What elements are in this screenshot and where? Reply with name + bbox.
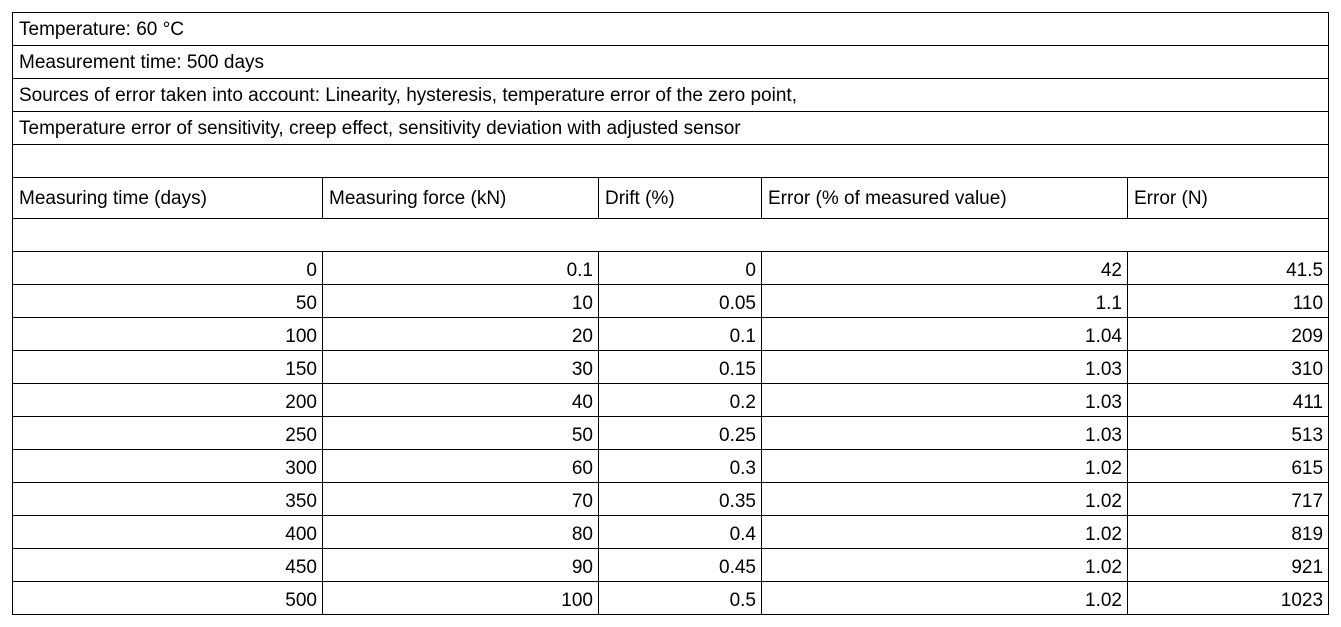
cell-measuring-force: 60 (322, 449, 599, 483)
cell-error-percent: 1.03 (761, 383, 1128, 417)
cell-error-newton: 209 (1126, 317, 1330, 351)
table-row: 450 90 0.45 1.02 921 (12, 548, 1330, 582)
table-row: 50 10 0.05 1.1 110 (12, 284, 1330, 318)
cell-error-newton: 615 (1126, 449, 1330, 483)
error-sources-row-1: Sources of error taken into account: Lin… (11, 78, 1330, 112)
cell-measuring-time: 200 (12, 383, 323, 417)
cell-error-percent: 1.03 (761, 350, 1128, 384)
temperature-row: Temperature: 60 °C (11, 12, 1330, 46)
cell-measuring-time: 300 (12, 449, 323, 483)
cell-error-newton: 513 (1126, 416, 1330, 450)
cell-error-newton: 41.5 (1126, 251, 1330, 285)
cell-measuring-force: 80 (322, 515, 599, 549)
cell-measuring-force: 90 (322, 548, 599, 582)
cell-error-newton: 110 (1126, 284, 1330, 318)
cell-error-percent: 42 (761, 251, 1128, 285)
measurement-time-cell: Measurement time: 500 days (11, 45, 1330, 79)
error-sources-row-2: Temperature error of sensitivity, creep … (11, 111, 1330, 145)
cell-measuring-force: 10 (322, 284, 599, 318)
cell-drift: 0.2 (598, 383, 762, 417)
cell-error-percent: 1.1 (761, 284, 1128, 318)
cell-measuring-time: 450 (12, 548, 323, 582)
table-row: 0 0.1 0 42 41.5 (12, 251, 1330, 285)
cell-error-percent: 1.02 (761, 581, 1128, 615)
cell-measuring-force: 70 (322, 482, 599, 516)
header-measuring-force: Measuring force (kN) (322, 177, 599, 219)
table-row: 100 20 0.1 1.04 209 (12, 317, 1330, 351)
cell-drift: 0.15 (598, 350, 762, 384)
cell-measuring-time: 50 (12, 284, 323, 318)
header-drift: Drift (%) (598, 177, 762, 219)
cell-drift: 0.35 (598, 482, 762, 516)
cell-drift: 0.5 (598, 581, 762, 615)
cell-drift: 0.1 (598, 317, 762, 351)
cell-drift: 0.05 (598, 284, 762, 318)
table-row: 350 70 0.35 1.02 717 (12, 482, 1330, 516)
header-measuring-time: Measuring time (days) (12, 177, 323, 219)
cell-drift: 0.45 (598, 548, 762, 582)
cell-error-percent: 1.02 (761, 449, 1128, 483)
table-row: 250 50 0.25 1.03 513 (12, 416, 1330, 450)
cell-measuring-time: 100 (12, 317, 323, 351)
cell-error-percent: 1.03 (761, 416, 1128, 450)
cell-measuring-force: 40 (322, 383, 599, 417)
cell-measuring-time: 500 (12, 581, 323, 615)
cell-error-newton: 921 (1126, 548, 1330, 582)
header-error-percent: Error (% of measured value) (761, 177, 1128, 219)
spacer-row (11, 218, 1330, 252)
cell-error-percent: 1.02 (761, 482, 1128, 516)
header-row: Measuring time (days) Measuring force (k… (12, 177, 1330, 219)
cell-measuring-time: 0 (12, 251, 323, 285)
cell-error-newton: 411 (1126, 383, 1330, 417)
cell-error-percent: 1.02 (761, 515, 1128, 549)
cell-measuring-force: 0.1 (322, 251, 599, 285)
measurement-table: Temperature: 60 °C Measurement time: 500… (11, 12, 1330, 615)
cell-drift: 0.3 (598, 449, 762, 483)
cell-measuring-time: 350 (12, 482, 323, 516)
cell-measuring-time: 250 (12, 416, 323, 450)
cell-measuring-force: 20 (322, 317, 599, 351)
table-row: 500 100 0.5 1.02 1023 (12, 581, 1330, 615)
table-row: 150 30 0.15 1.03 310 (12, 350, 1330, 384)
table-row: 300 60 0.3 1.02 615 (12, 449, 1330, 483)
cell-measuring-force: 30 (322, 350, 599, 384)
cell-drift: 0.4 (598, 515, 762, 549)
spacer-cell (11, 218, 1330, 252)
cell-measuring-force: 50 (322, 416, 599, 450)
table-row: 400 80 0.4 1.02 819 (12, 515, 1330, 549)
error-sources-cell-2: Temperature error of sensitivity, creep … (11, 111, 1330, 145)
cell-error-newton: 310 (1126, 350, 1330, 384)
header-error-newton: Error (N) (1126, 177, 1330, 219)
cell-error-percent: 1.04 (761, 317, 1128, 351)
cell-error-newton: 819 (1126, 515, 1330, 549)
table-row: 200 40 0.2 1.03 411 (12, 383, 1330, 417)
cell-error-newton: 717 (1126, 482, 1330, 516)
error-sources-cell-1: Sources of error taken into account: Lin… (11, 78, 1330, 112)
cell-drift: 0.25 (598, 416, 762, 450)
cell-error-newton: 1023 (1126, 581, 1330, 615)
cell-drift: 0 (598, 251, 762, 285)
cell-measuring-force: 100 (322, 581, 599, 615)
temperature-cell: Temperature: 60 °C (11, 12, 1330, 46)
blank-row (11, 144, 1330, 178)
data-sheet: Temperature: 60 °C Measurement time: 500… (11, 12, 1330, 615)
cell-error-percent: 1.02 (761, 548, 1128, 582)
cell-measuring-time: 400 (12, 515, 323, 549)
blank-cell (11, 144, 1330, 178)
measurement-time-row: Measurement time: 500 days (11, 45, 1330, 79)
cell-measuring-time: 150 (12, 350, 323, 384)
